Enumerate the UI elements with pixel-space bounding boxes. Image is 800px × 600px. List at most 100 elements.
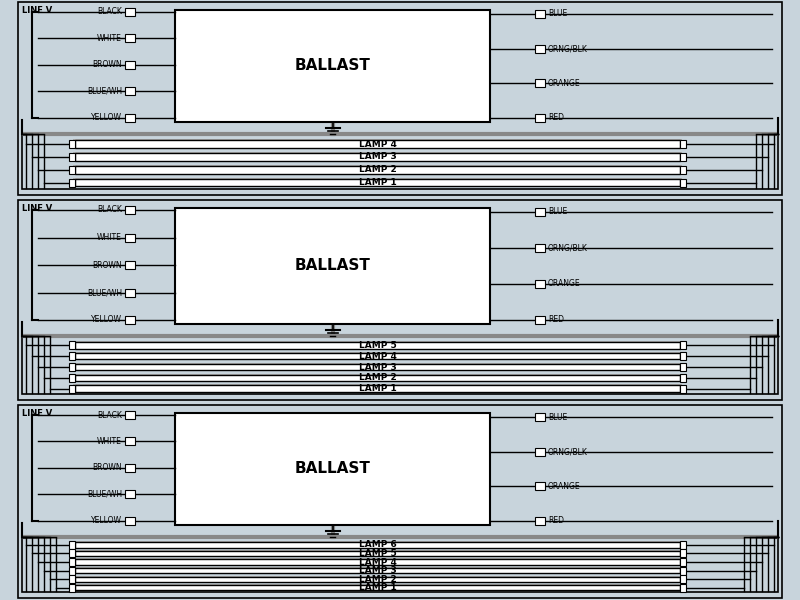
Text: RED: RED (548, 316, 564, 325)
Bar (680, 140, 686, 148)
Bar (75, 559, 680, 565)
Text: WHITE: WHITE (97, 437, 122, 446)
Text: BALLAST: BALLAST (294, 259, 370, 274)
Bar (69, 385, 75, 392)
Text: LINE V: LINE V (22, 6, 52, 15)
Text: BLACK: BLACK (97, 205, 122, 214)
Text: LAMP 5: LAMP 5 (358, 549, 396, 558)
Bar (125, 113, 135, 122)
Bar (125, 8, 135, 16)
Bar (75, 551, 680, 556)
Text: RED: RED (548, 516, 564, 525)
Bar (125, 233, 135, 241)
Text: BLACK: BLACK (97, 7, 122, 16)
Bar (535, 244, 545, 252)
Bar (125, 464, 135, 472)
Bar (18, 200, 782, 400)
Bar (125, 87, 135, 95)
Bar (73, 575, 682, 583)
Bar (680, 166, 686, 174)
Bar (75, 385, 680, 392)
Text: ORANGE: ORANGE (548, 280, 581, 289)
Text: LAMP 1: LAMP 1 (358, 583, 396, 592)
Bar (75, 166, 680, 173)
Bar (680, 385, 686, 392)
Bar (22, 536, 778, 592)
Text: BROWN: BROWN (92, 61, 122, 70)
Bar (69, 541, 75, 549)
Text: YELLOW: YELLOW (91, 516, 122, 525)
Bar (680, 341, 686, 349)
Bar (75, 179, 680, 187)
Bar (69, 363, 75, 371)
Text: LAMP 3: LAMP 3 (358, 152, 396, 161)
Text: LAMP 2: LAMP 2 (358, 373, 396, 382)
Text: LAMP 2: LAMP 2 (358, 165, 396, 174)
Text: BLACK: BLACK (97, 410, 122, 419)
Text: LAMP 5: LAMP 5 (358, 341, 396, 350)
Bar (175, 413, 490, 524)
Bar (75, 374, 680, 381)
Text: WHITE: WHITE (97, 233, 122, 242)
Bar (680, 584, 686, 592)
Bar (69, 166, 75, 174)
Text: ORANGE: ORANGE (548, 79, 581, 88)
Text: LAMP 3: LAMP 3 (358, 362, 396, 371)
Bar (125, 289, 135, 296)
Bar (680, 179, 686, 187)
Text: BLUE/WH: BLUE/WH (87, 288, 122, 297)
Text: WHITE: WHITE (97, 34, 122, 43)
Bar (535, 280, 545, 288)
Text: BLUE: BLUE (548, 208, 567, 217)
Bar (535, 448, 545, 455)
Bar (680, 153, 686, 161)
Text: YELLOW: YELLOW (91, 113, 122, 122)
Bar (75, 542, 680, 548)
Bar (75, 568, 680, 573)
Bar (69, 584, 75, 592)
Text: ORNG/BLK: ORNG/BLK (548, 447, 588, 456)
Text: LINE V: LINE V (22, 409, 52, 418)
Bar (69, 352, 75, 360)
Bar (75, 153, 680, 161)
Bar (73, 341, 682, 350)
Text: RED: RED (548, 113, 564, 122)
Bar (75, 140, 680, 148)
Bar (125, 206, 135, 214)
Bar (73, 152, 682, 162)
Bar (680, 575, 686, 583)
Bar (73, 559, 682, 566)
Bar (69, 140, 75, 148)
Bar (680, 374, 686, 382)
Bar (680, 363, 686, 371)
Text: LINE V: LINE V (22, 204, 52, 213)
Bar (125, 61, 135, 69)
Bar (73, 352, 682, 361)
Bar (535, 44, 545, 53)
Bar (75, 342, 680, 349)
Bar (69, 575, 75, 583)
Bar (175, 208, 490, 324)
Bar (125, 437, 135, 445)
Text: BROWN: BROWN (92, 463, 122, 472)
Bar (680, 550, 686, 557)
Bar (75, 585, 680, 590)
Text: ORANGE: ORANGE (548, 482, 581, 491)
Bar (22, 134, 778, 189)
Bar (175, 10, 490, 122)
Bar (75, 353, 680, 359)
Text: ORNG/BLK: ORNG/BLK (548, 44, 588, 53)
Bar (125, 411, 135, 419)
Text: BLUE/WH: BLUE/WH (87, 490, 122, 499)
Text: ORNG/BLK: ORNG/BLK (548, 244, 588, 253)
Text: LAMP 1: LAMP 1 (358, 384, 396, 393)
Bar (73, 567, 682, 574)
Text: BLUE: BLUE (548, 10, 567, 19)
Bar (535, 413, 545, 421)
Bar (73, 385, 682, 393)
Bar (535, 316, 545, 324)
Bar (69, 374, 75, 382)
Bar (73, 165, 682, 175)
Bar (73, 178, 682, 187)
Bar (125, 34, 135, 43)
